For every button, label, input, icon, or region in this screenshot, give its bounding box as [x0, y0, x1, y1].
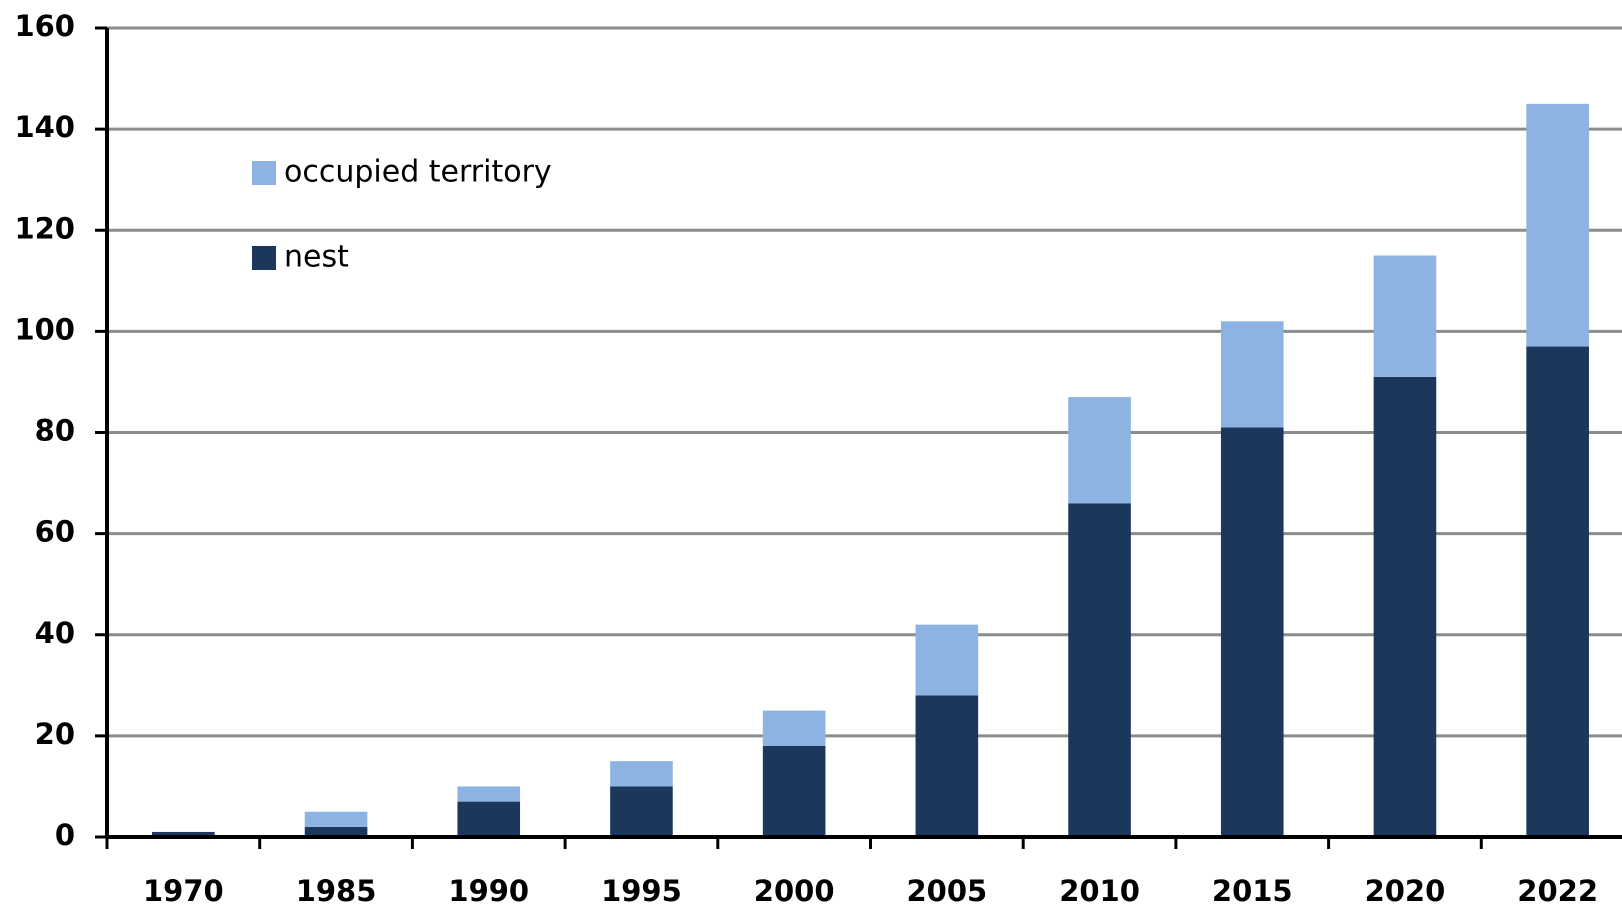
- bar-segment: [1220, 427, 1284, 837]
- bar-segment: [1373, 255, 1437, 377]
- y-tick-label: 140: [14, 110, 75, 144]
- x-tick-label: 2015: [1212, 874, 1293, 908]
- y-tick-label: 20: [35, 717, 75, 751]
- bar-segment: [1373, 376, 1437, 837]
- bar-segment: [915, 695, 979, 837]
- y-tick-label: 40: [35, 616, 75, 650]
- legend-swatch: [252, 161, 276, 185]
- y-tick-label: 80: [35, 414, 75, 448]
- x-tick-label: 1990: [448, 874, 529, 908]
- x-tick-label: 1995: [601, 874, 682, 908]
- bar-segment: [457, 786, 521, 802]
- bar-segment: [304, 826, 368, 837]
- bar-segment: [457, 801, 521, 837]
- bar-segment: [304, 811, 368, 827]
- bar-segment: [1068, 397, 1131, 504]
- bar-segment: [762, 745, 826, 837]
- bar-segment: [610, 761, 673, 787]
- legend-swatch: [252, 246, 276, 270]
- y-tick-label: 120: [14, 211, 75, 245]
- legend-label: nest: [284, 240, 349, 275]
- x-tick-label: 2005: [906, 874, 987, 908]
- x-tick-label: 2022: [1517, 874, 1598, 908]
- bar-segment: [1526, 346, 1589, 837]
- y-tick-label: 160: [14, 9, 75, 43]
- x-tick-label: 2010: [1059, 874, 1140, 908]
- y-tick-label: 100: [14, 312, 75, 346]
- x-tick-label: 2020: [1365, 874, 1446, 908]
- y-tick-label: 60: [35, 515, 75, 549]
- x-tick-label: 1985: [296, 874, 377, 908]
- bar-segment: [152, 831, 215, 837]
- x-tick-label: 2000: [754, 874, 835, 908]
- bar-segment: [610, 786, 673, 837]
- bar-segment: [1068, 503, 1131, 837]
- bar-segment: [1526, 103, 1589, 347]
- x-tick-label: 1970: [143, 874, 224, 908]
- legend-label: occupied territory: [284, 155, 552, 190]
- y-tick-label: 0: [55, 818, 75, 852]
- bar-segment: [762, 710, 826, 746]
- bar-segment: [915, 624, 979, 696]
- bar-segment: [1220, 321, 1284, 428]
